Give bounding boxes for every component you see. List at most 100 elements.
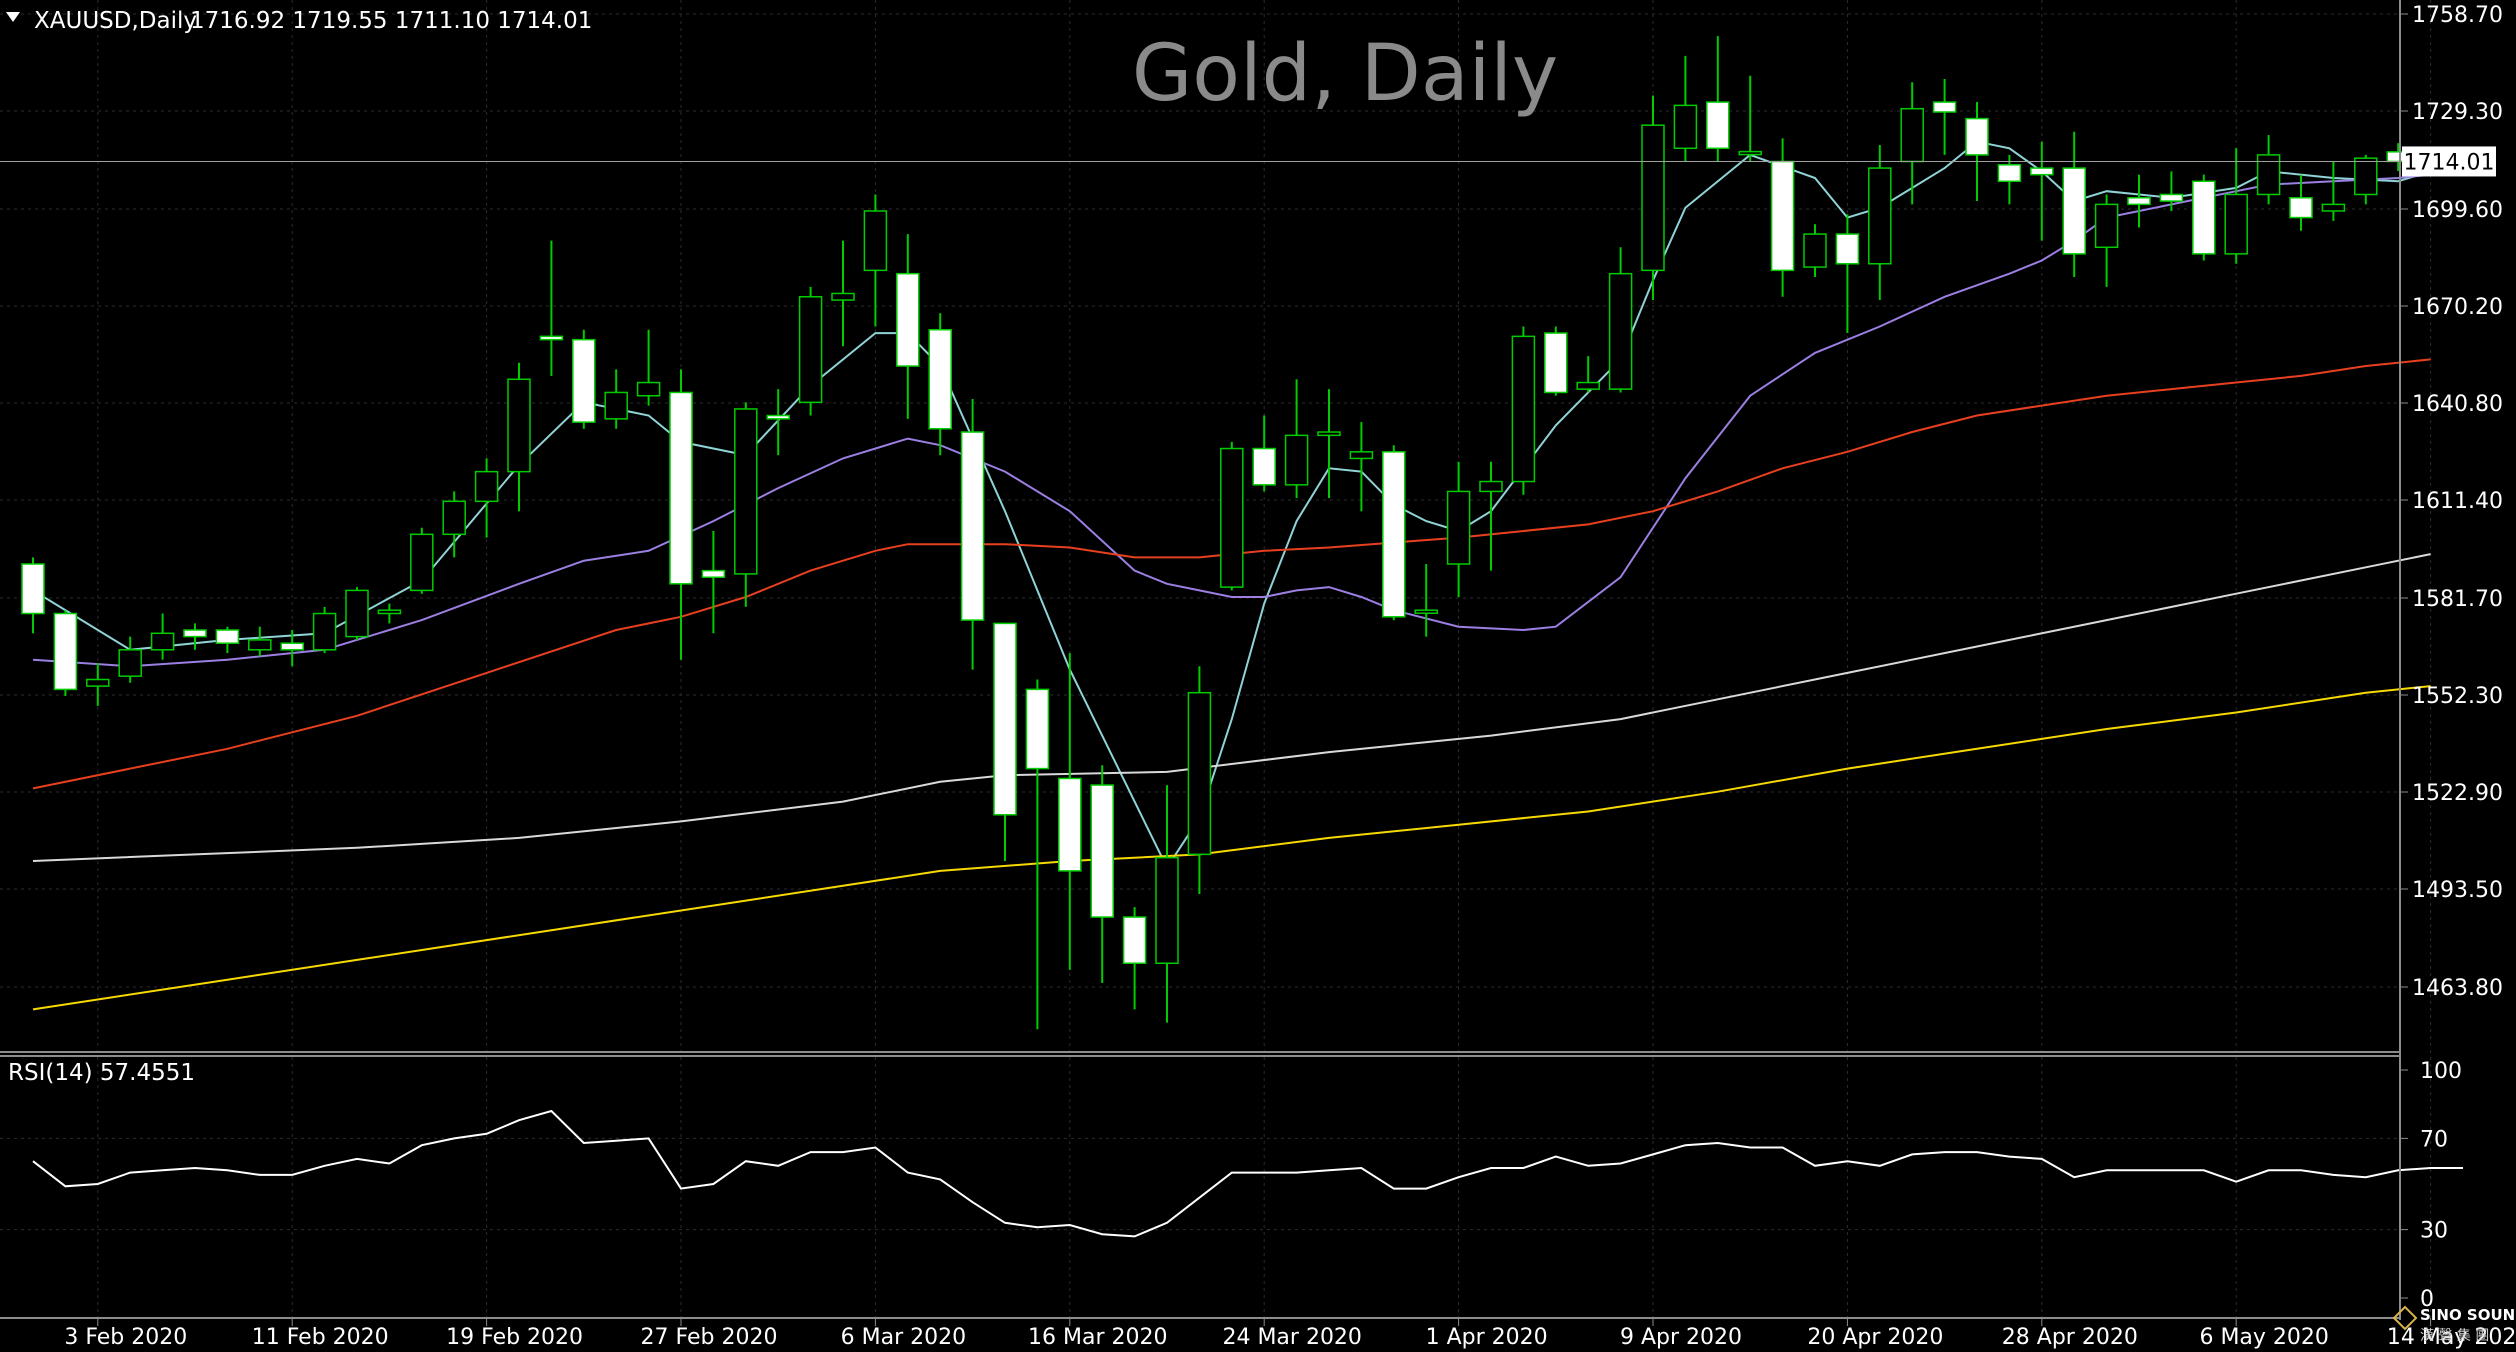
candle (2224, 148, 2248, 264)
time-tick-label: 9 Apr 2020 (1620, 1325, 1742, 1350)
diamond-logo-icon (2392, 1305, 2418, 1331)
candle (1058, 653, 1082, 970)
rsi-tick-label: 100 (2420, 1059, 2462, 1084)
candle (993, 622, 1017, 861)
candle (312, 606, 337, 654)
bear-candle-body (960, 431, 985, 621)
price-tick-label: 1522.90 (2412, 781, 2503, 806)
candle (2256, 135, 2281, 205)
bull-candle-body (248, 639, 272, 651)
candle (539, 240, 564, 376)
time-tick-label: 6 May 2020 (2199, 1325, 2328, 1350)
bear-candle-body (53, 612, 78, 691)
candle (280, 630, 304, 667)
price-tick-label: 1670.20 (2412, 295, 2503, 320)
moving-average-line (32, 685, 2431, 1011)
candle (377, 603, 402, 624)
bear-candle-body (1544, 332, 1568, 394)
bull-candle-body (734, 408, 758, 575)
candle (345, 587, 369, 640)
candle (183, 623, 207, 650)
bear-candle-body (2159, 193, 2184, 202)
bear-candle-body (183, 629, 207, 638)
bear-candle-body (2192, 180, 2216, 255)
candle (1868, 144, 1892, 301)
bull-candle-body (507, 378, 531, 473)
bull-candle-body (2321, 203, 2346, 212)
triangle-down-icon[interactable] (6, 12, 20, 22)
bull-candle-body (1317, 431, 1341, 437)
time-tick-label: 20 Apr 2020 (1807, 1325, 1943, 1350)
time-tick-label: 24 Mar 2020 (1222, 1325, 1361, 1350)
candle (1284, 379, 1309, 499)
bear-candle-body (2030, 167, 2054, 176)
bear-candle-body (993, 622, 1017, 816)
bear-candle-body (928, 329, 952, 430)
bear-candle-body (896, 272, 920, 367)
bull-candle-body (863, 210, 888, 272)
candle (1317, 389, 1341, 499)
candle (1576, 356, 1600, 393)
candle (507, 362, 531, 512)
moving-average-line (32, 358, 2431, 790)
candle (2321, 161, 2346, 221)
candle (1544, 326, 1568, 396)
candle (410, 527, 434, 594)
bull-candle-body (474, 470, 499, 503)
bull-candle-body (1576, 381, 1600, 390)
rsi-line (32, 1109, 2463, 1238)
candle (442, 491, 466, 558)
candle (960, 399, 985, 670)
candle (1220, 441, 1244, 591)
bull-candle-body (1511, 335, 1536, 483)
bull-candle-body (410, 533, 434, 592)
candle (766, 389, 790, 456)
candle (669, 369, 693, 660)
bull-candle-body (118, 649, 142, 677)
time-tick-label: 14 May 2020 (2387, 1325, 2516, 1350)
bear-candle-body (1997, 164, 2022, 183)
candle (215, 626, 240, 654)
price-tick-label: 1699.60 (2412, 198, 2503, 223)
symbol-label: XAUUSD,Daily (34, 8, 197, 34)
candle (1641, 95, 1665, 301)
bull-candle-body (1641, 124, 1665, 272)
price-tick-label: 1552.30 (2412, 684, 2503, 709)
time-tick-label: 3 Feb 2020 (64, 1325, 187, 1350)
time-tick-label: 6 Mar 2020 (841, 1325, 966, 1350)
price-tick-label: 1640.80 (2412, 392, 2503, 417)
bull-candle-body (1414, 609, 1438, 614)
candle (636, 329, 661, 406)
candle (53, 610, 78, 696)
candle (1965, 102, 1989, 202)
bear-candle-body (2062, 167, 2086, 255)
bear-candle-body (1770, 160, 1795, 272)
bull-candle-body (831, 292, 855, 301)
bull-candle-body (150, 632, 175, 651)
rsi-axis-ticks: 100 70 30 0 (2400, 1059, 2462, 1312)
bull-candle-body (86, 678, 110, 687)
bear-candle-body (1058, 777, 1082, 872)
candle (831, 240, 855, 347)
price-axis-ticks: 1758.70 1729.30 1699.60 1670.20 1640.80 1611.… (2400, 3, 2503, 1001)
bear-candle-body (539, 335, 564, 341)
candle (150, 613, 175, 660)
candle (1803, 224, 1827, 277)
candle (1770, 138, 1795, 297)
candle (2289, 174, 2313, 231)
bull-candle-body (1155, 856, 1179, 964)
rsi-tick-label: 70 (2420, 1127, 2448, 1152)
candle (248, 626, 272, 657)
bull-candle-body (1900, 107, 1924, 163)
rsi-label: RSI(14) 57.4551 (8, 1060, 195, 1086)
candle (1900, 82, 1924, 205)
candles[interactable] (21, 36, 2410, 1030)
candle (798, 286, 823, 416)
price-tick-label: 1463.80 (2412, 976, 2503, 1001)
bull-candle-body (1673, 104, 1698, 150)
candle (2062, 131, 2086, 277)
bear-candle-body (669, 391, 693, 585)
candle (1349, 422, 1374, 512)
bear-candle-body (1252, 447, 1276, 486)
